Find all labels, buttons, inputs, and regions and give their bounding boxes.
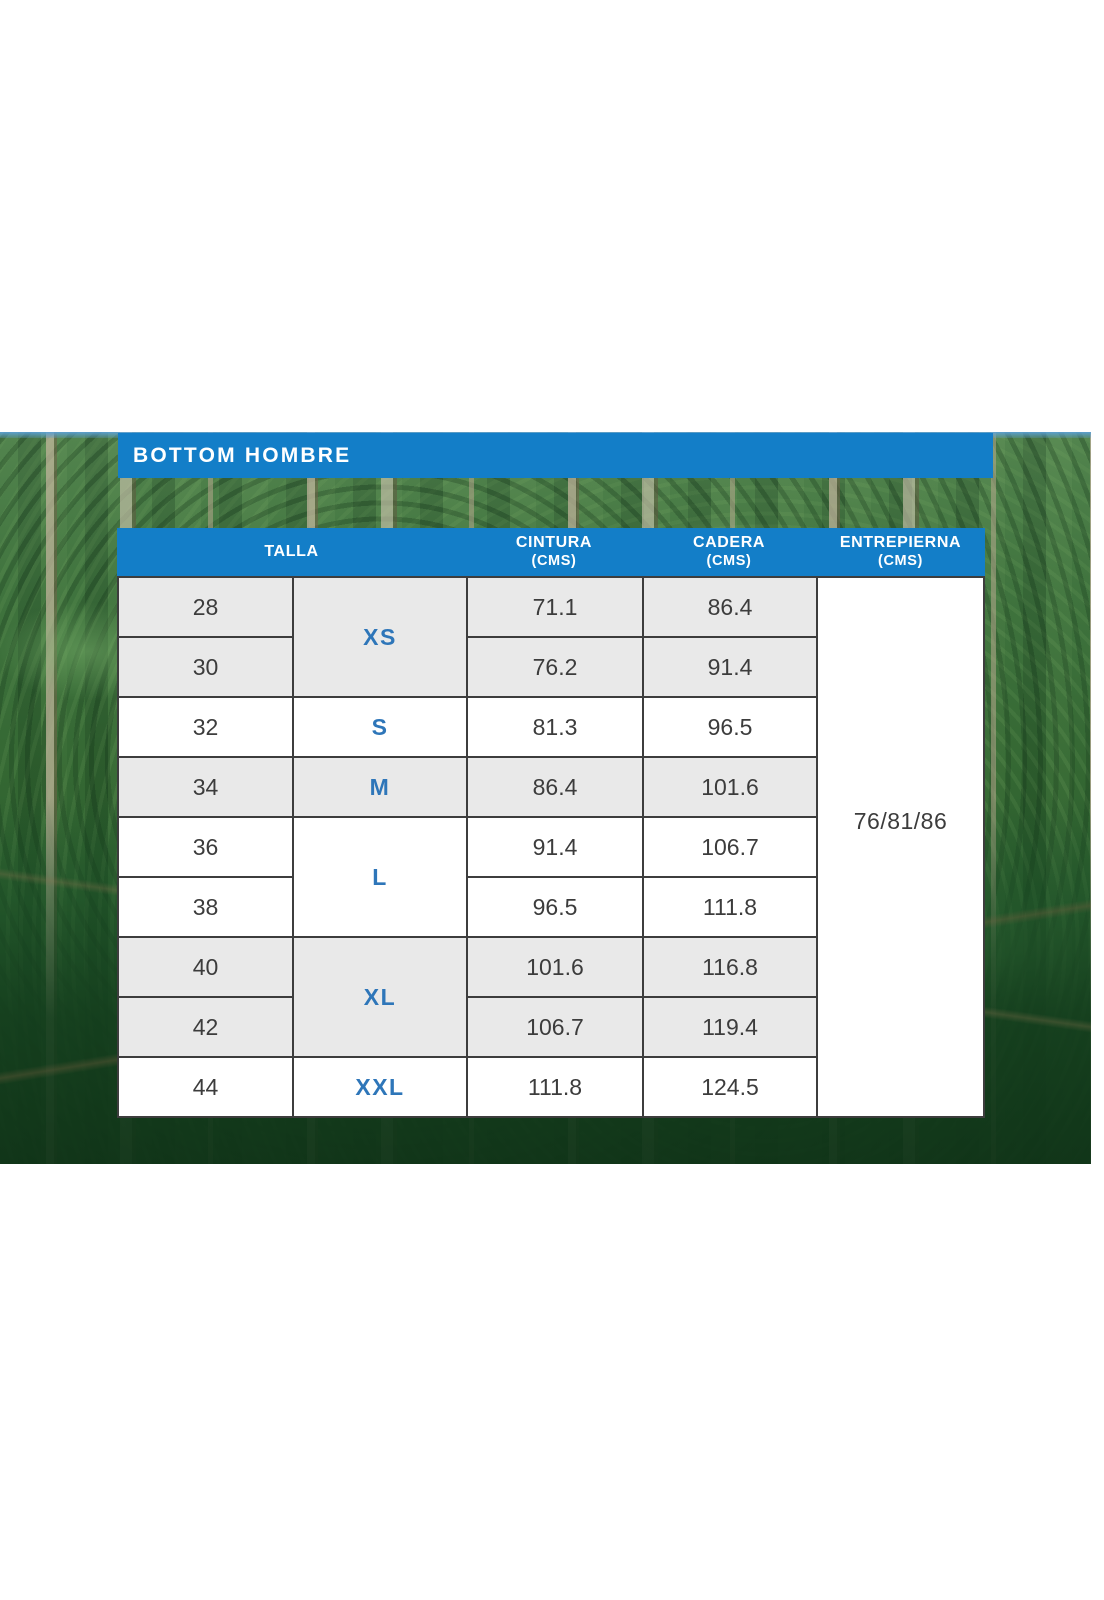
cintura-cell: 96.5	[466, 876, 642, 936]
header-cadera: CADERA (CMS)	[642, 528, 816, 576]
cadera-cell: 91.4	[642, 636, 816, 696]
cintura-cell: 101.6	[466, 936, 642, 996]
header-cadera-label: CADERA	[692, 534, 766, 551]
entrepierna-cell: 76/81/86	[816, 576, 983, 1116]
header-entrepierna-label: ENTREPIERNA	[839, 534, 962, 551]
cadera-cell: 119.4	[642, 996, 816, 1056]
talla-cell: 28	[119, 576, 292, 636]
cadera-cell: 86.4	[642, 576, 816, 636]
size-group-cell: S	[292, 696, 466, 756]
talla-cell: 42	[119, 996, 292, 1056]
header-cadera-unit: (CMS)	[706, 552, 752, 569]
talla-cell: 40	[119, 936, 292, 996]
size-table-header: TALLA CINTURA (CMS) CADERA (CMS) ENTREPI…	[117, 528, 985, 576]
title-bar: BOTTOM HOMBRE	[118, 433, 993, 478]
cadera-cell: 106.7	[642, 816, 816, 876]
size-table-body: XS 28 71.1 86.4 30 76.2 91.4 S 32 81.3 96.5 M 34 86.4…	[117, 576, 985, 1118]
talla-cell: 30	[119, 636, 292, 696]
cadera-cell: 101.6	[642, 756, 816, 816]
talla-cell: 36	[119, 816, 292, 876]
cadera-cell: 96.5	[642, 696, 816, 756]
cintura-cell: 111.8	[466, 1056, 642, 1116]
cintura-cell: 91.4	[466, 816, 642, 876]
header-talla-label: TALLA	[264, 542, 319, 560]
cintura-cell: 81.3	[466, 696, 642, 756]
talla-cell: 32	[119, 696, 292, 756]
talla-cell: 34	[119, 756, 292, 816]
size-group-cell: M	[292, 756, 466, 816]
size-group-cell: XL	[292, 936, 466, 1056]
talla-cell: 38	[119, 876, 292, 936]
header-entrepierna: ENTREPIERNA (CMS)	[816, 528, 985, 576]
header-cintura: CINTURA (CMS)	[466, 528, 642, 576]
header-entrepierna-unit: (CMS)	[878, 552, 923, 569]
cintura-cell: 76.2	[466, 636, 642, 696]
size-table: TALLA CINTURA (CMS) CADERA (CMS) ENTREPI…	[117, 528, 985, 1118]
size-group-cell: L	[292, 816, 466, 936]
header-cintura-label: CINTURA	[515, 534, 593, 551]
cadera-cell: 116.8	[642, 936, 816, 996]
header-talla: TALLA	[117, 528, 466, 576]
header-cintura-unit: (CMS)	[531, 552, 577, 569]
size-group-cell: XXL	[292, 1056, 466, 1116]
talla-cell: 44	[119, 1056, 292, 1116]
cadera-cell: 124.5	[642, 1056, 816, 1116]
cintura-cell: 86.4	[466, 756, 642, 816]
page-title: BOTTOM HOMBRE	[133, 443, 352, 467]
cintura-cell: 71.1	[466, 576, 642, 636]
size-group-cell: XS	[292, 576, 466, 696]
cadera-cell: 111.8	[642, 876, 816, 936]
cintura-cell: 106.7	[466, 996, 642, 1056]
